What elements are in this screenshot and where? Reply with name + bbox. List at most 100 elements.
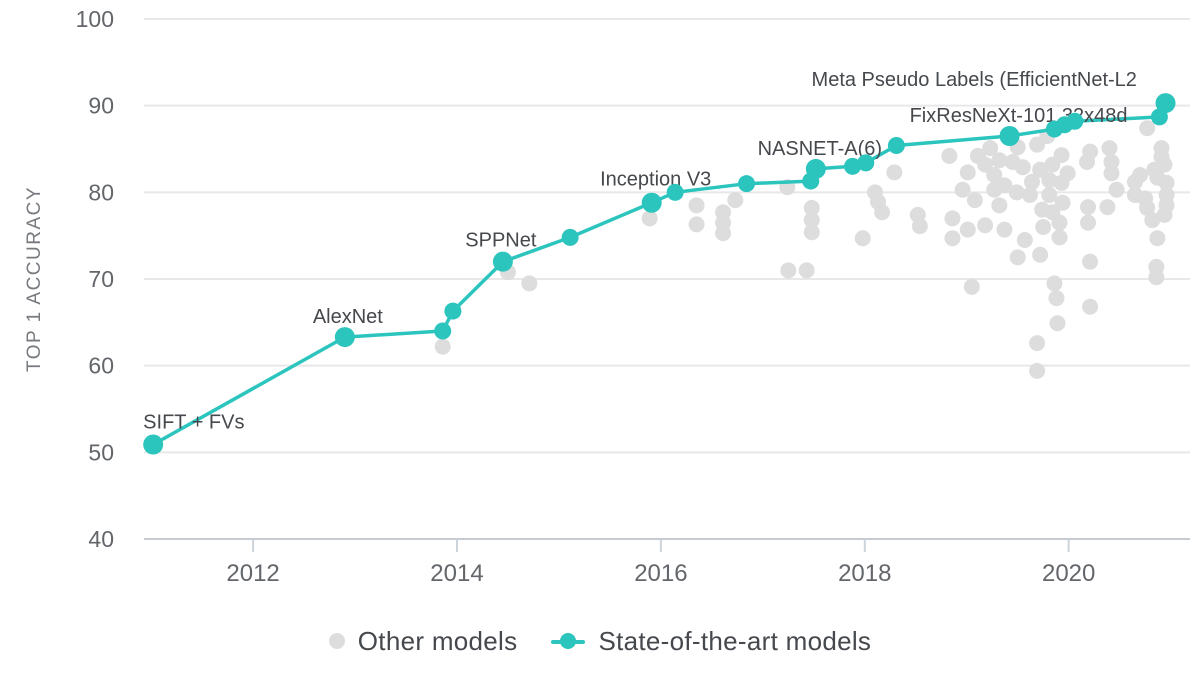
other-model-point[interactable]: [803, 224, 820, 241]
other-model-point[interactable]: [954, 181, 971, 198]
legend-item-sota-models[interactable]: State-of-the-art models: [551, 626, 871, 657]
other-model-point[interactable]: [982, 140, 999, 157]
other-model-point[interactable]: [1051, 229, 1068, 246]
other-model-point[interactable]: [1080, 214, 1097, 231]
other-model-point[interactable]: [727, 192, 744, 209]
other-model-point[interactable]: [521, 275, 538, 292]
other-model-point[interactable]: [1032, 161, 1049, 178]
other-model-point[interactable]: [715, 225, 732, 242]
other-model-point[interactable]: [798, 262, 815, 279]
other-model-point[interactable]: [991, 152, 1008, 169]
sota-point[interactable]: [444, 302, 462, 320]
sota-point[interactable]: [887, 137, 905, 155]
sota-point-nasnet-a-6[interactable]: [805, 158, 826, 179]
legend-item-other-models[interactable]: Other models: [328, 626, 518, 657]
sota-point-alexnet[interactable]: [334, 327, 355, 348]
other-model-point[interactable]: [1046, 275, 1063, 292]
other-model-point[interactable]: [1082, 253, 1099, 270]
other-model-point[interactable]: [1080, 199, 1097, 216]
other-model-point[interactable]: [996, 221, 1013, 238]
sota-point[interactable]: [844, 157, 862, 175]
other-model-point[interactable]: [641, 210, 658, 227]
other-model-point[interactable]: [1029, 335, 1046, 352]
other-model-point[interactable]: [1048, 290, 1065, 307]
y-tick-label-80: 80: [88, 179, 114, 205]
sota-point-sppnet[interactable]: [492, 251, 513, 272]
sota-point-meta-pseudo-labels-efficientnet-l2[interactable]: [1155, 93, 1176, 114]
other-model-point[interactable]: [1103, 154, 1120, 170]
other-model-point[interactable]: [874, 204, 891, 221]
y-tick-label-50: 50: [88, 439, 114, 465]
other-model-point[interactable]: [1158, 197, 1175, 214]
sota-point-sift-fvs[interactable]: [143, 434, 164, 455]
other-model-point[interactable]: [1139, 199, 1156, 216]
other-model-point[interactable]: [688, 197, 705, 214]
y-tick-label-40: 40: [88, 526, 114, 552]
other-model-point[interactable]: [688, 216, 705, 233]
other-model-point[interactable]: [991, 197, 1008, 214]
sota-point[interactable]: [1066, 112, 1084, 130]
other-model-point[interactable]: [1041, 172, 1058, 189]
other-model-point[interactable]: [434, 338, 451, 355]
other-model-point[interactable]: [963, 278, 980, 295]
other-model-point[interactable]: [1041, 186, 1058, 203]
other-model-point[interactable]: [803, 199, 820, 216]
other-model-point[interactable]: [803, 212, 820, 229]
other-model-point[interactable]: [1051, 214, 1068, 231]
sota-point-inception-v3[interactable]: [641, 192, 662, 213]
other-model-point[interactable]: [1149, 230, 1166, 247]
other-model-point[interactable]: [1132, 167, 1149, 183]
sota-point[interactable]: [666, 183, 684, 201]
other-model-point[interactable]: [944, 210, 961, 227]
other-model-point[interactable]: [1014, 159, 1031, 176]
other-model-point[interactable]: [1103, 165, 1120, 182]
sota-point-fixresnext-101-32x48d[interactable]: [999, 126, 1020, 146]
x-tick-label-2020: 2020: [1042, 560, 1095, 587]
other-model-point[interactable]: [1023, 173, 1040, 190]
other-model-point[interactable]: [959, 164, 976, 181]
sota-point-label: Inception V3: [600, 169, 711, 191]
other-model-point[interactable]: [1108, 181, 1125, 198]
other-model-point[interactable]: [1139, 120, 1156, 137]
other-model-point[interactable]: [959, 221, 976, 238]
other-model-point[interactable]: [1082, 143, 1099, 160]
sota-models-marker-icon: [551, 633, 586, 649]
other-model-point[interactable]: [1054, 194, 1071, 211]
other-model-point[interactable]: [1021, 186, 1038, 203]
other-model-point[interactable]: [1059, 165, 1076, 182]
other-model-point[interactable]: [1156, 156, 1173, 173]
other-model-point[interactable]: [966, 192, 983, 209]
other-model-point[interactable]: [1099, 199, 1116, 216]
other-model-point[interactable]: [886, 164, 903, 181]
other-model-point[interactable]: [1008, 184, 1025, 201]
other-model-point[interactable]: [1158, 174, 1175, 191]
other-model-point[interactable]: [1049, 315, 1066, 332]
sota-point[interactable]: [738, 175, 756, 193]
other-model-point[interactable]: [1016, 232, 1033, 248]
other-model-point[interactable]: [1053, 147, 1070, 164]
sota-point[interactable]: [561, 228, 579, 246]
other-model-point[interactable]: [854, 230, 871, 247]
other-model-point[interactable]: [996, 177, 1013, 194]
other-model-point[interactable]: [977, 217, 994, 234]
sota-point[interactable]: [857, 154, 875, 172]
other-model-point[interactable]: [977, 156, 994, 173]
other-model-point[interactable]: [1029, 362, 1046, 379]
sota-point[interactable]: [434, 322, 452, 340]
other-model-point[interactable]: [986, 167, 1003, 183]
other-model-point[interactable]: [941, 147, 958, 164]
x-tick-label-2012: 2012: [226, 560, 279, 587]
other-model-point[interactable]: [1148, 269, 1165, 286]
other-model-point[interactable]: [1009, 249, 1026, 266]
other-model-point[interactable]: [911, 218, 928, 235]
other-model-point[interactable]: [1082, 298, 1099, 315]
y-tick-label-70: 70: [88, 266, 114, 292]
other-model-point[interactable]: [944, 230, 961, 247]
other-model-point[interactable]: [780, 262, 797, 279]
sota-point-label: SPPNet: [465, 230, 537, 252]
other-model-point[interactable]: [1144, 212, 1161, 229]
other-model-point[interactable]: [1032, 246, 1049, 263]
other-model-point[interactable]: [1035, 219, 1052, 235]
other-model-point[interactable]: [1101, 140, 1118, 157]
